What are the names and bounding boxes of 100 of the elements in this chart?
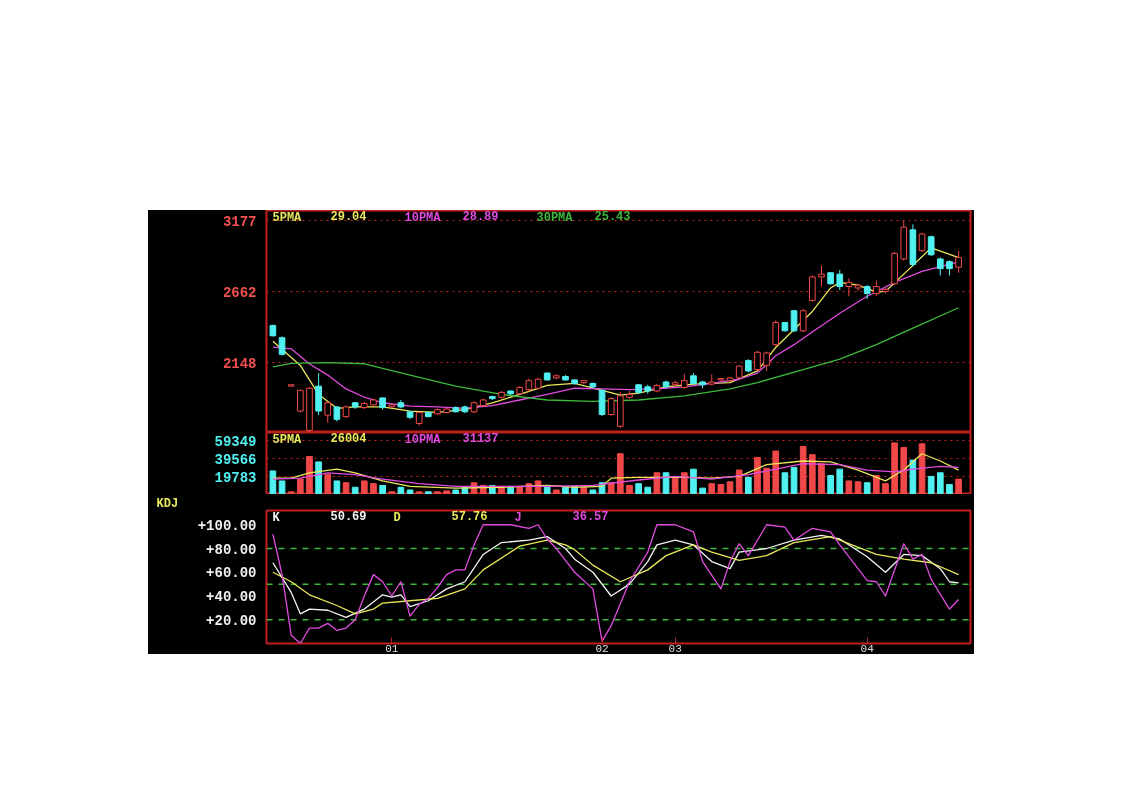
x-tick-label: 02 <box>595 642 609 655</box>
x-tick-label: 01 <box>385 642 399 655</box>
text: 5PMA <box>272 432 303 447</box>
bar <box>946 484 953 494</box>
bar <box>680 472 688 494</box>
bar <box>781 472 789 494</box>
bar <box>671 477 679 494</box>
line-series <box>272 524 960 644</box>
bar <box>827 474 834 494</box>
bar <box>808 454 816 494</box>
annotation: 29.04 <box>330 209 367 224</box>
line-series <box>272 307 960 403</box>
bar <box>754 456 761 494</box>
bar <box>296 478 304 494</box>
annotation: 26004 <box>330 431 367 446</box>
bar <box>927 475 935 494</box>
text: 10PMA <box>404 432 442 447</box>
candlestick <box>790 309 798 333</box>
y-tick-label: +60.00 <box>206 565 257 582</box>
y-tick-label: 59349 <box>214 433 257 450</box>
bar <box>443 490 450 494</box>
bar <box>424 491 432 494</box>
bar <box>909 459 917 494</box>
bar <box>324 474 332 494</box>
bar <box>589 489 597 494</box>
x-tick-label: 03 <box>668 642 682 655</box>
bar <box>699 487 706 494</box>
bar <box>726 481 734 494</box>
bar <box>818 463 825 494</box>
text: D <box>393 510 401 525</box>
bar <box>635 483 642 494</box>
bar <box>799 446 807 494</box>
bar <box>918 443 926 494</box>
bar <box>388 491 396 494</box>
bar <box>406 489 414 494</box>
candlestick <box>836 269 844 291</box>
text: K <box>272 510 281 525</box>
candlestick <box>818 265 825 288</box>
bar <box>891 442 898 494</box>
line-series <box>272 463 960 487</box>
bar <box>717 484 725 494</box>
bar <box>653 472 661 494</box>
candlestick <box>607 396 615 417</box>
y-tick-label: 2662 <box>222 284 257 301</box>
candlestick <box>927 234 935 257</box>
bar <box>900 446 908 494</box>
bar <box>836 468 844 494</box>
text: KDJ <box>156 496 179 511</box>
bar <box>735 469 743 494</box>
bar <box>306 455 313 494</box>
bar <box>434 491 441 494</box>
y-tick-label: 2148 <box>222 355 257 372</box>
bar <box>397 486 405 494</box>
y-tick-label: 3177 <box>222 213 257 230</box>
candlestick <box>955 250 962 274</box>
bar <box>772 450 780 494</box>
y-tick-label: +80.00 <box>206 541 257 558</box>
annotation: 36.57 <box>572 509 609 524</box>
x-tick-label: 04 <box>860 642 875 655</box>
candlestick <box>808 275 816 303</box>
bar <box>662 472 670 494</box>
y-tick-label: +40.00 <box>206 589 257 605</box>
candlestick <box>799 308 807 333</box>
candlestick <box>324 400 332 424</box>
bar <box>562 486 569 494</box>
annotation: 50.69 <box>330 509 367 524</box>
bar <box>315 461 322 494</box>
bar <box>690 468 697 494</box>
annotation: 57.76 <box>451 509 488 524</box>
series-label: J <box>514 510 522 525</box>
candlestick <box>845 277 853 297</box>
annotation: 28.89 <box>462 209 499 224</box>
bar <box>333 480 341 494</box>
text: 10PMA <box>404 210 442 225</box>
bar <box>360 480 368 494</box>
annotation: 31137 <box>462 431 499 446</box>
bar <box>872 474 880 494</box>
bar <box>269 470 277 494</box>
text: 5PMA <box>272 210 303 225</box>
candlestick <box>278 335 286 357</box>
bar <box>845 480 853 494</box>
bar <box>278 480 286 494</box>
bar <box>763 467 770 494</box>
bar <box>863 482 871 494</box>
bar <box>626 484 633 494</box>
y-tick-label: +100.00 <box>197 517 257 534</box>
bar <box>854 481 862 494</box>
bar <box>744 476 752 494</box>
bar <box>452 489 460 494</box>
y-tick-label: +20.00 <box>206 612 257 629</box>
bar <box>708 483 716 494</box>
y-tick-label: 39566 <box>214 451 257 468</box>
bar <box>882 483 889 494</box>
bar <box>790 466 798 494</box>
bar <box>287 491 295 494</box>
bar <box>370 483 377 494</box>
bar <box>607 482 615 494</box>
bar <box>552 489 560 494</box>
bar <box>616 453 624 494</box>
bar <box>936 472 944 494</box>
